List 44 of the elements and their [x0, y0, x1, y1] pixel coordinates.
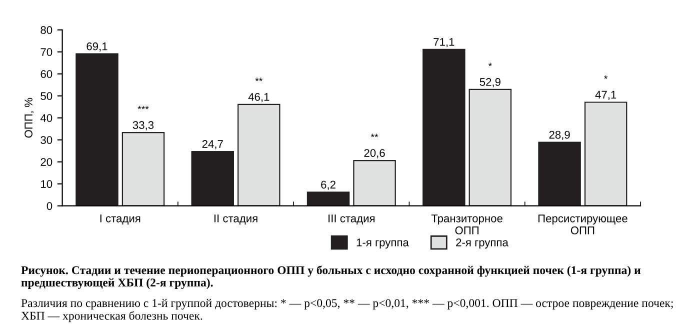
bar [122, 132, 165, 206]
text: Различия по сравнению с 1-й группой достоверны: * — p<0,05, ** — p<0,01, *** — p<0,001. ОПП — острое повреждение почек; ХБП — хроническая болезнь почек. [21, 298, 673, 322]
bar [191, 150, 234, 206]
y-tick-label: 30 [40, 136, 52, 144]
y-tick-label: 50 [40, 92, 52, 100]
x-tick-label: Персистирующее ОПП [538, 214, 628, 234]
data-label: 6,2 [321, 180, 336, 190]
text: Рисунок. Стадии и течение периоперационного ОПП у больных с исходно сохранной функцией почек (1-я группа) и предшествующей ХБП (2-я группа). [21, 266, 641, 289]
annotation: *** [138, 106, 149, 110]
bar [538, 142, 581, 206]
x-tick-label: I стадия [100, 214, 140, 224]
annotation: ** [255, 78, 263, 82]
y-tick-label: 80 [40, 26, 52, 34]
y-tick-label: 60 [40, 70, 52, 78]
y-tick-label: 40 [40, 114, 52, 122]
annotation: * [488, 62, 492, 66]
legend-label: 1-я группа [356, 238, 409, 249]
bar [238, 104, 280, 206]
annotation: ** [370, 134, 378, 138]
data-label: 69,1 [86, 42, 108, 52]
y-tick-label: 10 [41, 180, 52, 188]
data-label: 24,7 [202, 140, 223, 150]
data-label: 71,1 [434, 38, 454, 48]
data-label: 20,6 [364, 149, 385, 158]
y-tick-label: 20 [40, 158, 52, 166]
data-label: 28,9 [549, 130, 570, 140]
data-label: 47,1 [595, 90, 616, 100]
bar [306, 192, 350, 206]
bar [422, 48, 466, 206]
annotation: * [604, 75, 608, 79]
bar [353, 160, 396, 206]
y-tick-label: 0 [46, 202, 52, 210]
x-tick-label: Транзиторное ОПП [431, 214, 502, 234]
y-tick-label: 70 [40, 48, 52, 56]
legend-label: 2-я группа [456, 238, 508, 249]
x-tick-label: II стадия [214, 214, 258, 224]
data-label: 46,1 [248, 92, 270, 102]
y-axis-title: ОПП, % [24, 98, 34, 138]
bar [468, 88, 512, 206]
data-label: 33,3 [132, 121, 154, 130]
bar [584, 102, 628, 206]
data-label: 52,9 [480, 78, 500, 88]
x-tick-label: III стадия [328, 214, 375, 224]
bar [76, 53, 118, 206]
